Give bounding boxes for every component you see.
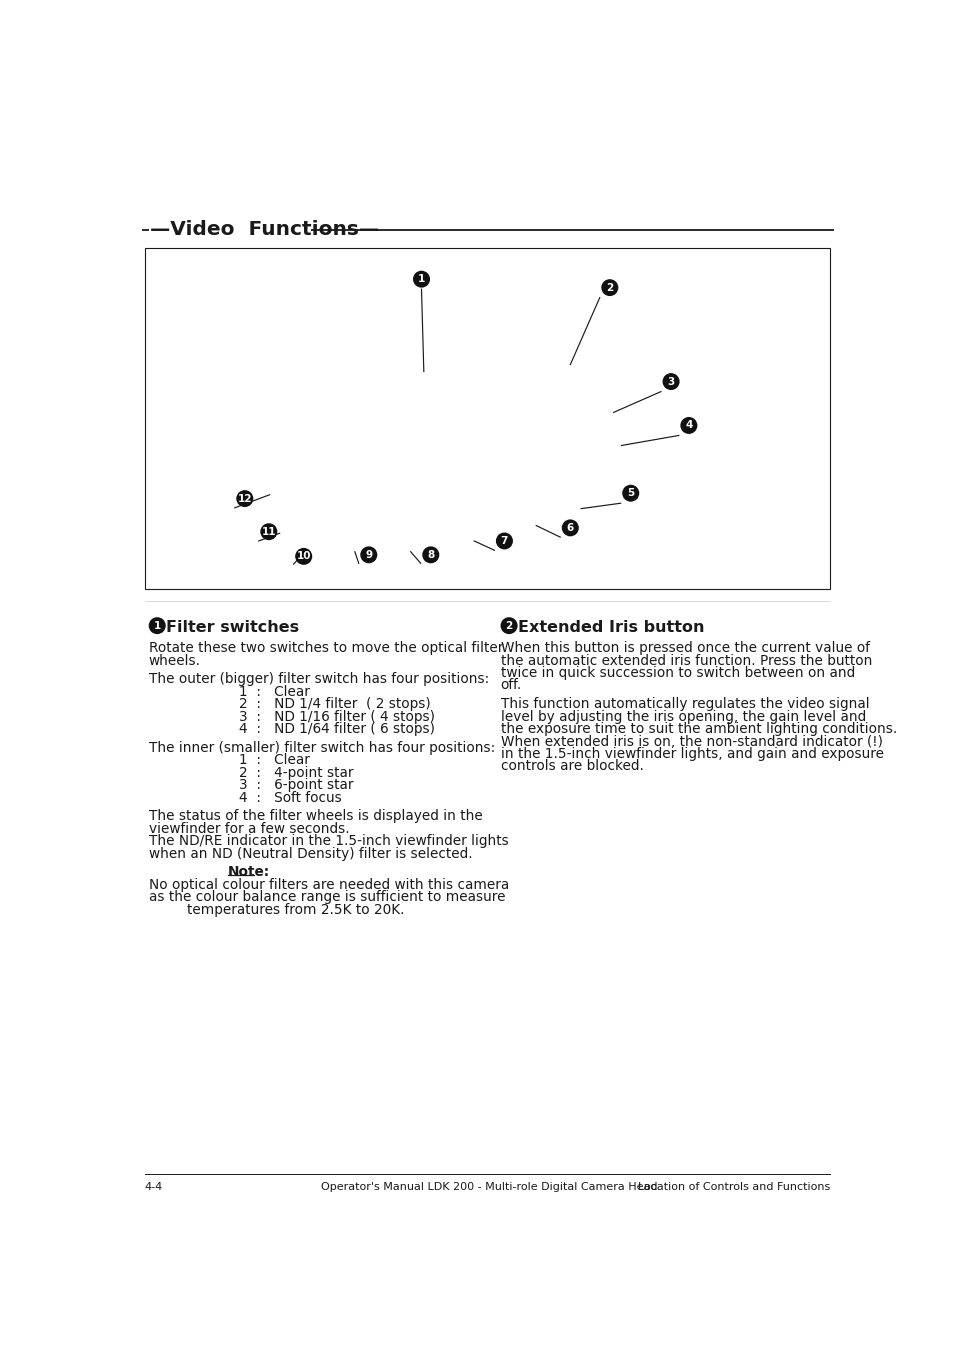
- Text: The inner (smaller) filter switch has four positions:: The inner (smaller) filter switch has fo…: [149, 740, 495, 755]
- Text: 4  :   Soft focus: 4 : Soft focus: [239, 790, 342, 805]
- Text: when an ND (Neutral Density) filter is selected.: when an ND (Neutral Density) filter is s…: [149, 847, 472, 861]
- Text: Location of Controls and Functions: Location of Controls and Functions: [637, 1182, 829, 1193]
- Text: 10: 10: [296, 551, 311, 562]
- Text: The ND/RE indicator in the 1.5-inch viewfinder lights: The ND/RE indicator in the 1.5-inch view…: [149, 834, 508, 848]
- Text: When extended iris is on, the non-standard indicator (!): When extended iris is on, the non-standa…: [500, 735, 882, 748]
- Text: Rotate these two switches to move the optical filter: Rotate these two switches to move the op…: [149, 642, 502, 655]
- Text: 1  :   Clear: 1 : Clear: [239, 753, 310, 767]
- Text: —Video  Functions—: —Video Functions—: [150, 220, 379, 239]
- Text: the exposure time to suit the ambient lighting conditions.: the exposure time to suit the ambient li…: [500, 721, 896, 736]
- Text: viewfinder for a few seconds.: viewfinder for a few seconds.: [149, 821, 349, 836]
- Text: 1  :   Clear: 1 : Clear: [239, 685, 310, 698]
- Text: twice in quick succession to switch between on and: twice in quick succession to switch betw…: [500, 666, 854, 680]
- Text: 11: 11: [261, 527, 275, 536]
- Circle shape: [661, 373, 679, 390]
- Circle shape: [236, 490, 253, 507]
- Circle shape: [561, 519, 578, 536]
- Text: 2  :   ND 1/4 filter  ( 2 stops): 2 : ND 1/4 filter ( 2 stops): [239, 697, 431, 711]
- Text: 2: 2: [605, 282, 613, 293]
- Text: temperatures from 2.5K to 20K.: temperatures from 2.5K to 20K.: [187, 902, 404, 917]
- Text: 4  :   ND 1/64 filter ( 6 stops): 4 : ND 1/64 filter ( 6 stops): [239, 721, 435, 736]
- Circle shape: [600, 280, 618, 296]
- Text: Filter switches: Filter switches: [166, 620, 298, 635]
- Text: 3  :   ND 1/16 filter ( 4 stops): 3 : ND 1/16 filter ( 4 stops): [239, 709, 435, 724]
- Circle shape: [260, 523, 277, 540]
- Text: 2  :   4-point star: 2 : 4-point star: [239, 766, 354, 780]
- Circle shape: [149, 617, 166, 634]
- Text: 4: 4: [684, 420, 692, 431]
- Text: 1: 1: [417, 274, 425, 284]
- Text: 4-4: 4-4: [145, 1182, 163, 1193]
- Text: 7: 7: [500, 536, 508, 546]
- Text: off.: off.: [500, 678, 521, 693]
- Text: wheels.: wheels.: [149, 654, 200, 667]
- Text: controls are blocked.: controls are blocked.: [500, 759, 642, 774]
- Text: Operator's Manual LDK 200 - Multi-role Digital Camera Head: Operator's Manual LDK 200 - Multi-role D…: [320, 1182, 657, 1193]
- Circle shape: [496, 532, 513, 550]
- Text: The outer (bigger) filter switch has four positions:: The outer (bigger) filter switch has fou…: [149, 673, 489, 686]
- Text: No optical colour filters are needed with this camera: No optical colour filters are needed wit…: [149, 878, 508, 892]
- Text: 1: 1: [153, 620, 161, 631]
- Circle shape: [413, 270, 430, 288]
- Text: Extended Iris button: Extended Iris button: [517, 620, 703, 635]
- Text: 5: 5: [626, 488, 634, 499]
- Text: 12: 12: [237, 493, 252, 504]
- Text: 8: 8: [427, 550, 434, 559]
- Text: the automatic extended iris function. Press the button: the automatic extended iris function. Pr…: [500, 654, 871, 667]
- Text: 6: 6: [566, 523, 574, 532]
- Text: The status of the filter wheels is displayed in the: The status of the filter wheels is displ…: [149, 809, 482, 823]
- Text: 9: 9: [365, 550, 372, 559]
- Text: level by adjusting the iris opening, the gain level and: level by adjusting the iris opening, the…: [500, 709, 865, 724]
- Bar: [145, 249, 829, 589]
- Circle shape: [679, 417, 697, 434]
- Circle shape: [294, 549, 312, 565]
- Text: as the colour balance range is sufficient to measure: as the colour balance range is sufficien…: [149, 890, 505, 904]
- Text: 3: 3: [667, 377, 674, 386]
- Text: 2: 2: [505, 620, 512, 631]
- Circle shape: [422, 546, 439, 563]
- Circle shape: [621, 485, 639, 501]
- Text: in the 1.5-inch viewfinder lights, and gain and exposure: in the 1.5-inch viewfinder lights, and g…: [500, 747, 882, 761]
- Circle shape: [500, 617, 517, 634]
- Text: When this button is pressed once the current value of: When this button is pressed once the cur…: [500, 642, 868, 655]
- Text: Note:: Note:: [228, 865, 270, 880]
- Text: This function automatically regulates the video signal: This function automatically regulates th…: [500, 697, 868, 711]
- Circle shape: [360, 546, 377, 563]
- Text: 3  :   6-point star: 3 : 6-point star: [239, 778, 354, 792]
